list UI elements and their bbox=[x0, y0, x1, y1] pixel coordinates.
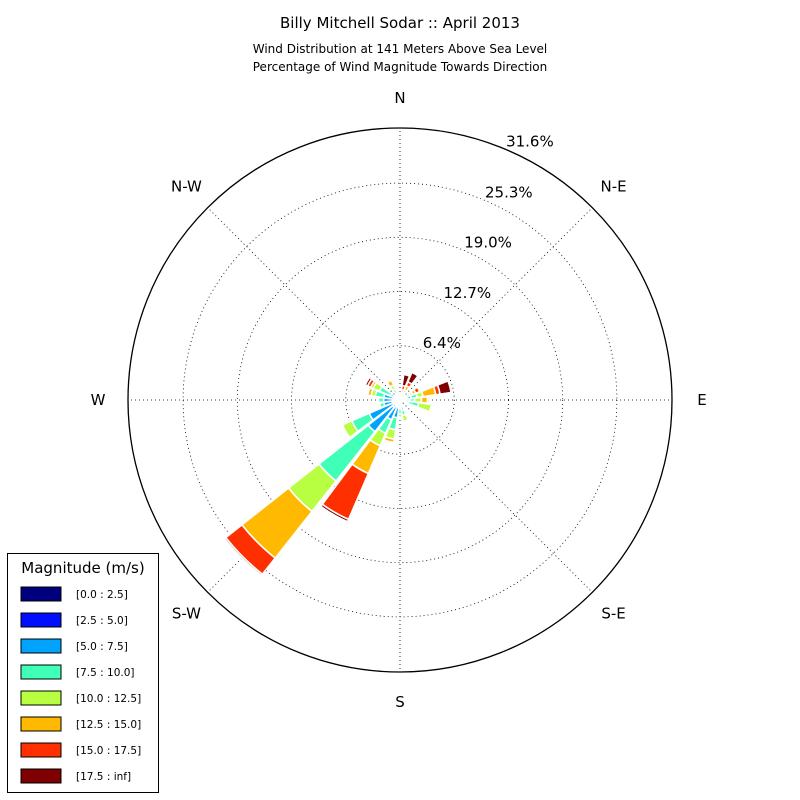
bar-sector-240-bin-7 bbox=[339, 424, 351, 440]
radial-tick-label-1: 6.4% bbox=[423, 334, 461, 352]
grid-spoke-2 bbox=[399, 207, 593, 401]
legend-label-2: [2.5 : 5.0] bbox=[76, 615, 128, 627]
legend-swatch-1 bbox=[20, 586, 62, 602]
grid-ring-3 bbox=[236, 236, 564, 564]
bar-sector-75-bin-8 bbox=[436, 379, 453, 396]
legend-label-6: [12.5 : 15.0] bbox=[76, 719, 141, 731]
bar-sector-180-bin-7 bbox=[396, 417, 404, 420]
direction-label-s: S bbox=[395, 693, 405, 711]
legend-swatch-7 bbox=[20, 742, 62, 758]
radial-tick-label-4: 25.3% bbox=[485, 184, 533, 202]
direction-label-s-w: S-W bbox=[172, 605, 201, 623]
radial-tick-label-5: 31.6% bbox=[506, 133, 554, 151]
legend-swatch-6 bbox=[20, 716, 62, 732]
bar-sector-225-bin-8 bbox=[223, 536, 264, 577]
legend-label-5: [10.0 : 12.5] bbox=[76, 693, 141, 705]
legend-swatch-8 bbox=[20, 768, 62, 784]
legend-items: [0.0 : 2.5] [2.5 : 5.0] [5.0 : 7.5] [7.5 : … bbox=[20, 586, 141, 784]
legend-swatch-5 bbox=[20, 690, 62, 706]
bar-sector-210-bin-8 bbox=[319, 503, 350, 523]
legend-swatch-4 bbox=[20, 664, 62, 680]
chart-title: Billy Mitchell Sodar :: April 2013 bbox=[280, 14, 520, 32]
grid-spoke-4 bbox=[399, 399, 593, 593]
legend: Magnitude (m/s) [0.0 : 2.5] [2.5 : 5.0] [5… bbox=[7, 553, 159, 793]
bar-sector-90-bin-6 bbox=[420, 395, 429, 405]
legend-label-8: [17.5 : inf] bbox=[76, 771, 131, 783]
direction-label-n-e: N-E bbox=[600, 177, 626, 195]
legend-title: Magnitude (m/s) bbox=[21, 559, 144, 577]
bar-sector-105-bin-7 bbox=[429, 403, 435, 414]
bar-sector-30-bin-8 bbox=[406, 371, 420, 386]
direction-label-s-e: S-E bbox=[601, 605, 625, 623]
chart-subtitle-line-1: Wind Distribution at 141 Meters Above Se… bbox=[253, 42, 548, 56]
direction-label-e: E bbox=[697, 391, 706, 409]
legend-swatch-2 bbox=[20, 612, 62, 628]
radial-tick-labels: 6.4% 12.7% 19.0% 25.3% 31.6% bbox=[423, 133, 554, 352]
bar-sector-345-bin-7 bbox=[394, 386, 400, 390]
radial-tick-label-3: 19.0% bbox=[464, 234, 512, 252]
legend-label-4: [7.5 : 10.0] bbox=[76, 667, 134, 679]
legend-swatch-3 bbox=[20, 638, 62, 654]
direction-label-n-w: N-W bbox=[171, 177, 202, 195]
legend-label-3: [5.0 : 7.5] bbox=[76, 641, 128, 653]
bar-sector-90-bin-8 bbox=[428, 395, 431, 405]
direction-label-w: W bbox=[91, 391, 106, 409]
direction-labels: N N-E E S-E S S-W W N-W bbox=[91, 89, 707, 711]
chart-subtitle-line-2: Percentage of Wind Magnitude Towards Dir… bbox=[253, 60, 547, 74]
radial-tick-label-2: 12.7% bbox=[444, 284, 492, 302]
bar-sector-300-bin-8 bbox=[364, 376, 373, 388]
bar-sector-270-bin-6 bbox=[375, 396, 379, 404]
direction-label-n: N bbox=[394, 89, 405, 107]
legend-label-1: [0.0 : 2.5] bbox=[76, 589, 128, 601]
wind-bars bbox=[223, 371, 453, 577]
bar-sector-285-bin-7 bbox=[365, 386, 371, 397]
bar-sector-165-bin-6 bbox=[402, 418, 410, 424]
grid-spoke-8 bbox=[207, 207, 401, 401]
bar-sector-330-bin-8 bbox=[384, 376, 392, 383]
grid-ring-1 bbox=[345, 345, 455, 455]
legend-label-7: [15.0 : 17.5] bbox=[76, 745, 141, 757]
bar-sector-195-bin-7 bbox=[382, 438, 395, 445]
outer-frame bbox=[127, 127, 673, 673]
